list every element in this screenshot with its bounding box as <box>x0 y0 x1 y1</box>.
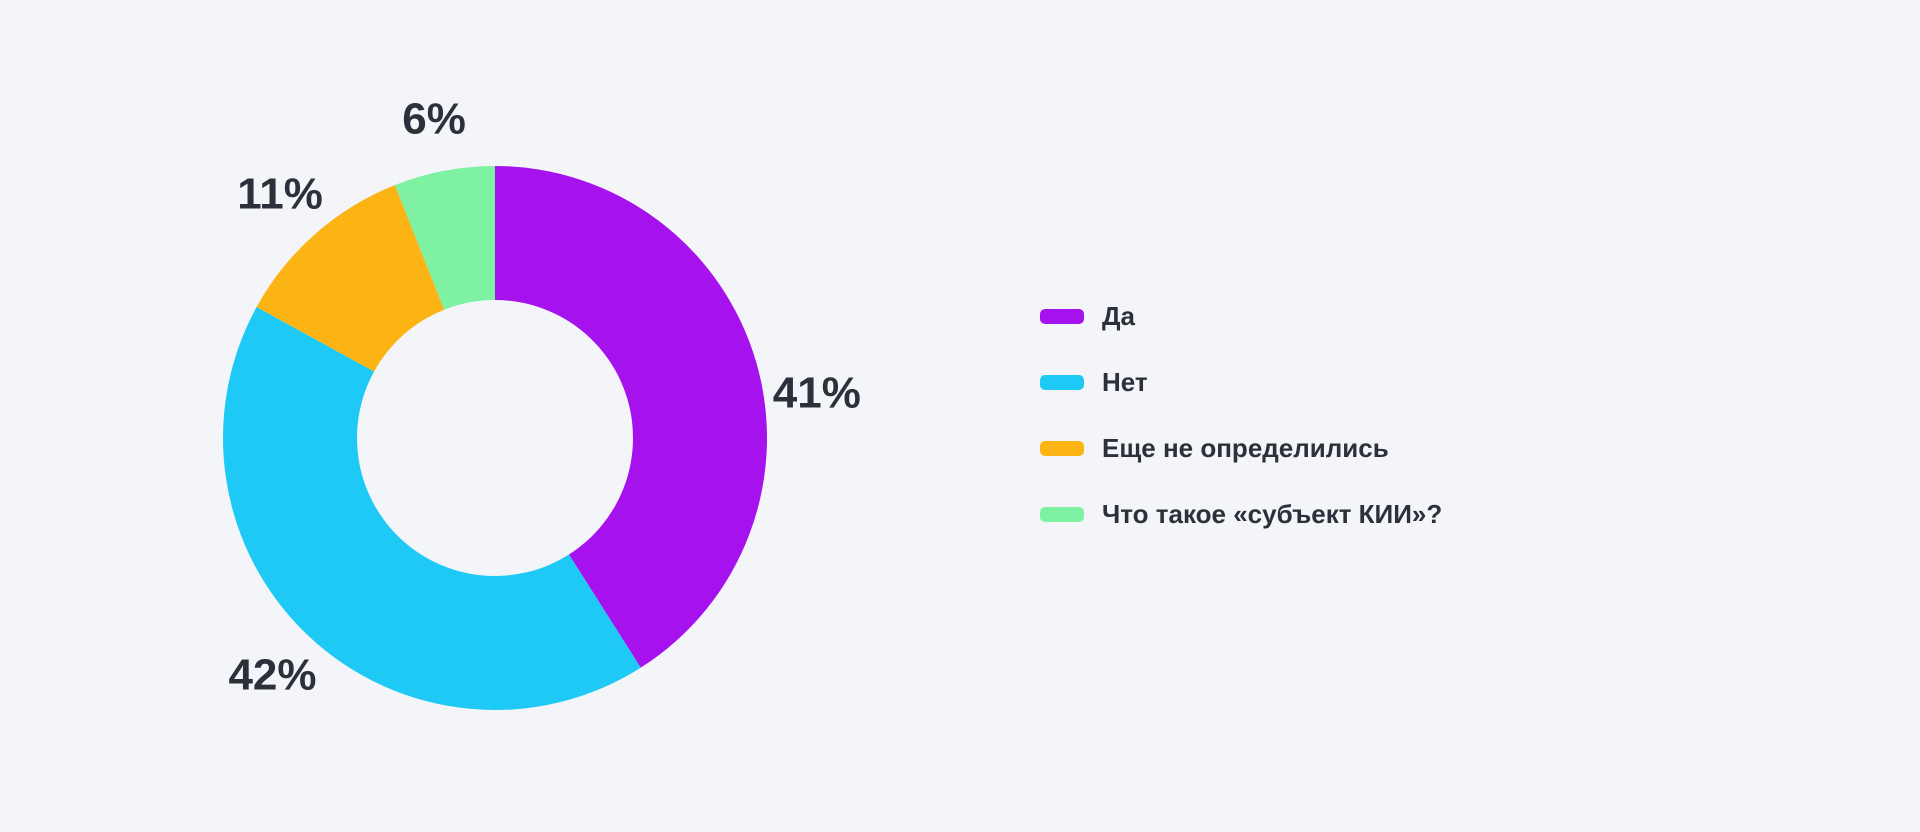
legend-swatch <box>1040 308 1084 324</box>
percent-label: 11% <box>237 170 323 219</box>
legend-item: Еще не определились <box>1040 435 1442 461</box>
legend-item: Да <box>1040 303 1442 329</box>
donut-slice <box>394 166 495 310</box>
donut-slice <box>256 185 445 372</box>
legend-label: Что такое «субъект КИИ»? <box>1102 499 1443 529</box>
chart-legend: Да Нет Еще не определились Что такое «су… <box>1040 303 1442 527</box>
donut-slices <box>222 166 767 711</box>
donut-slice <box>495 166 767 668</box>
percent-labels: 41% 42% 11% 6% <box>228 94 860 699</box>
legend-swatch <box>1040 440 1084 456</box>
legend-item: Что такое «субъект КИИ»? <box>1040 501 1442 527</box>
legend-item: Нет <box>1040 369 1442 395</box>
donut-slice <box>222 306 641 711</box>
legend-label: Еще не определились <box>1102 433 1389 463</box>
legend-label: Да <box>1102 301 1135 331</box>
percent-label: 41% <box>773 368 861 417</box>
legend-swatch <box>1040 506 1084 522</box>
percent-label: 42% <box>228 650 316 699</box>
legend-swatch <box>1040 374 1084 390</box>
legend-label: Нет <box>1102 367 1148 397</box>
percent-label: 6% <box>402 94 466 143</box>
